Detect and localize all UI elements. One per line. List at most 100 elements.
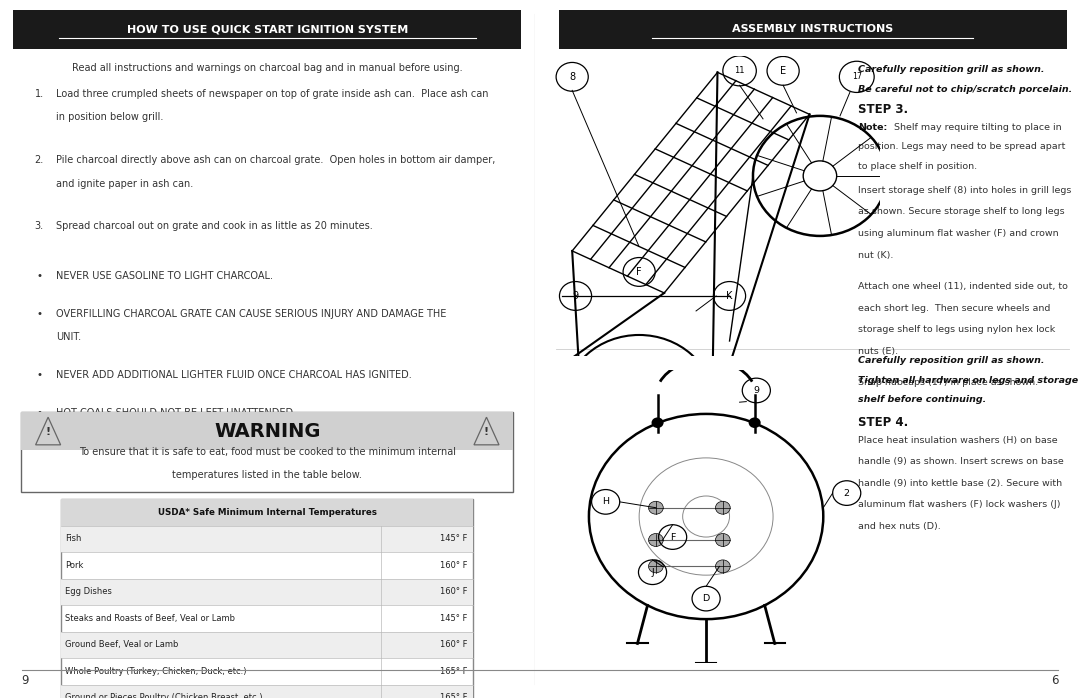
FancyBboxPatch shape	[558, 10, 1067, 49]
Text: 9: 9	[754, 386, 759, 395]
FancyBboxPatch shape	[62, 499, 473, 526]
Text: 165° F: 165° F	[441, 694, 468, 698]
Polygon shape	[474, 417, 499, 445]
Text: 165° F: 165° F	[441, 667, 468, 676]
FancyBboxPatch shape	[62, 685, 473, 698]
Circle shape	[715, 560, 730, 573]
Text: and ignite paper in ash can.: and ignite paper in ash can.	[56, 179, 193, 188]
Text: Whole Poultry (Turkey, Chicken, Duck, etc.): Whole Poultry (Turkey, Chicken, Duck, et…	[65, 667, 246, 676]
Text: 3.: 3.	[35, 221, 44, 231]
Text: E: E	[780, 66, 786, 76]
Text: ASSEMBLY INSTRUCTIONS: ASSEMBLY INSTRUCTIONS	[732, 24, 893, 34]
Text: Carefully reposition grill as shown.: Carefully reposition grill as shown.	[859, 356, 1044, 365]
Text: STEP 3.: STEP 3.	[859, 103, 908, 117]
Text: F: F	[636, 267, 642, 277]
Text: 2: 2	[843, 489, 850, 498]
Text: Insert storage shelf (8) into holes in grill legs: Insert storage shelf (8) into holes in g…	[859, 186, 1071, 195]
Text: Snap hubcaps (17) in place as shown.: Snap hubcaps (17) in place as shown.	[859, 378, 1038, 387]
Text: Steaks and Roasts of Beef, Veal or Lamb: Steaks and Roasts of Beef, Veal or Lamb	[65, 614, 235, 623]
Text: Note:: Note:	[859, 123, 888, 132]
Text: Load three crumpled sheets of newspaper on top of grate inside ash can.  Place a: Load three crumpled sheets of newspaper …	[56, 89, 488, 98]
Text: J: J	[651, 567, 653, 577]
FancyBboxPatch shape	[62, 526, 473, 552]
Text: Ground Beef, Veal or Lamb: Ground Beef, Veal or Lamb	[65, 641, 178, 649]
Text: Carefully reposition grill as shown.: Carefully reposition grill as shown.	[859, 65, 1044, 74]
Text: 11: 11	[734, 66, 745, 75]
Text: •: •	[37, 309, 42, 318]
Text: HOW TO USE QUICK START IGNITION SYSTEM: HOW TO USE QUICK START IGNITION SYSTEM	[126, 24, 408, 34]
Circle shape	[651, 417, 663, 428]
Text: Be careful not to chip/scratch porcelain.: Be careful not to chip/scratch porcelain…	[859, 85, 1072, 94]
Text: •: •	[37, 445, 42, 455]
Text: handle (9) into kettle base (2). Secure with: handle (9) into kettle base (2). Secure …	[859, 479, 1063, 488]
Text: Ground or Pieces Poultry (Chicken Breast, etc.): Ground or Pieces Poultry (Chicken Breast…	[65, 694, 262, 698]
Text: 160° F: 160° F	[441, 641, 468, 649]
Text: WARNING: WARNING	[214, 422, 321, 440]
Text: 1.: 1.	[35, 89, 44, 98]
Text: Pork: Pork	[65, 561, 83, 570]
Text: •: •	[37, 370, 42, 380]
Text: NEVER ADD ADDITIONAL LIGHTER FLUID ONCE CHARCOAL HAS IGNITED.: NEVER ADD ADDITIONAL LIGHTER FLUID ONCE …	[56, 370, 411, 380]
Text: UTENSILS.: UTENSILS.	[56, 469, 106, 479]
Text: in position below grill.: in position below grill.	[56, 112, 163, 122]
FancyBboxPatch shape	[62, 499, 473, 698]
Text: STEP 4.: STEP 4.	[859, 416, 908, 429]
FancyBboxPatch shape	[22, 412, 513, 450]
Text: Read all instructions and warnings on charcoal bag and in manual before using.: Read all instructions and warnings on ch…	[72, 63, 462, 73]
Text: Spread charcoal out on grate and cook in as little as 20 minutes.: Spread charcoal out on grate and cook in…	[56, 221, 373, 231]
Text: 9: 9	[572, 291, 579, 301]
Text: nuts (E).: nuts (E).	[859, 347, 899, 356]
FancyBboxPatch shape	[13, 10, 522, 49]
Circle shape	[748, 417, 760, 428]
Text: !: !	[484, 427, 489, 437]
Text: 145° F: 145° F	[441, 535, 468, 543]
Text: GRILL IS HOT.  USE PROTECTIVE GLOVES AND LONG, STURDY COOKING: GRILL IS HOT. USE PROTECTIVE GLOVES AND …	[56, 445, 404, 455]
Text: HOT COALS SHOULD NOT BE LEFT UNATTENDED.: HOT COALS SHOULD NOT BE LEFT UNATTENDED.	[56, 408, 296, 417]
Text: D: D	[702, 594, 710, 603]
Text: 2.: 2.	[35, 155, 44, 165]
Text: storage shelf to legs using nylon hex lock: storage shelf to legs using nylon hex lo…	[859, 325, 1055, 334]
Circle shape	[648, 533, 663, 547]
FancyBboxPatch shape	[62, 632, 473, 658]
Text: 17: 17	[852, 73, 862, 82]
Text: UNIT.: UNIT.	[56, 332, 81, 342]
Text: •: •	[37, 271, 42, 281]
Text: handle (9) as shown. Insert screws on base: handle (9) as shown. Insert screws on ba…	[859, 457, 1064, 466]
Text: Shelf may require tilting to place in: Shelf may require tilting to place in	[891, 123, 1062, 132]
Text: Place heat insulation washers (H) on base: Place heat insulation washers (H) on bas…	[859, 436, 1057, 445]
Circle shape	[715, 533, 730, 547]
Text: and hex nuts (D).: and hex nuts (D).	[859, 522, 941, 531]
Text: 145° F: 145° F	[441, 614, 468, 623]
Text: !: !	[45, 427, 51, 437]
Text: each short leg.  Then secure wheels and: each short leg. Then secure wheels and	[859, 304, 1051, 313]
Text: Attach one wheel (11), indented side out, to: Attach one wheel (11), indented side out…	[859, 282, 1068, 291]
Text: 160° F: 160° F	[441, 588, 468, 596]
Text: Egg Dishes: Egg Dishes	[65, 588, 112, 596]
Text: F: F	[670, 533, 675, 542]
Text: Pile charcoal directly above ash can on charcoal grate.  Open holes in bottom ai: Pile charcoal directly above ash can on …	[56, 155, 496, 165]
Text: NEVER USE GASOLINE TO LIGHT CHARCOAL.: NEVER USE GASOLINE TO LIGHT CHARCOAL.	[56, 271, 273, 281]
Text: 9: 9	[22, 674, 29, 687]
Text: K: K	[727, 291, 732, 301]
Text: •: •	[37, 408, 42, 417]
FancyBboxPatch shape	[22, 412, 513, 492]
Text: nut (K).: nut (K).	[859, 251, 893, 260]
Text: temperatures listed in the table below.: temperatures listed in the table below.	[173, 470, 362, 480]
Text: 6: 6	[1051, 674, 1058, 687]
Polygon shape	[36, 417, 60, 445]
Text: aluminum flat washers (F) lock washers (J): aluminum flat washers (F) lock washers (…	[859, 500, 1061, 510]
Circle shape	[648, 501, 663, 514]
Text: as shown. Secure storage shelf to long legs: as shown. Secure storage shelf to long l…	[859, 207, 1065, 216]
Text: position. Legs may need to be spread apart: position. Legs may need to be spread apa…	[859, 142, 1066, 151]
Circle shape	[715, 501, 730, 514]
Text: shelf before continuing.: shelf before continuing.	[859, 395, 986, 404]
Text: 8: 8	[569, 72, 576, 82]
FancyBboxPatch shape	[62, 579, 473, 605]
Text: To ensure that it is safe to eat, food must be cooked to the minimum internal: To ensure that it is safe to eat, food m…	[79, 447, 456, 457]
Circle shape	[648, 560, 663, 573]
Text: USDA* Safe Minimum Internal Temperatures: USDA* Safe Minimum Internal Temperatures	[158, 508, 377, 517]
Text: Fish: Fish	[65, 535, 82, 543]
Text: to place shelf in position.: to place shelf in position.	[859, 162, 977, 171]
Text: OVERFILLING CHARCOAL GRATE CAN CAUSE SERIOUS INJURY AND DAMAGE THE: OVERFILLING CHARCOAL GRATE CAN CAUSE SER…	[56, 309, 446, 318]
Text: using aluminum flat washer (F) and crown: using aluminum flat washer (F) and crown	[859, 229, 1058, 238]
